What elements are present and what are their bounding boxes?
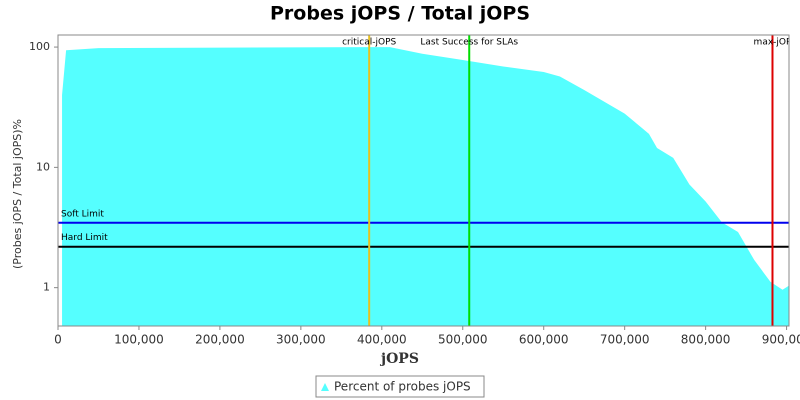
x-marker-label: max-jOP <box>754 38 792 48</box>
legend-label: Percent of probes jOPS <box>334 380 471 394</box>
y-tick-label: 1 <box>43 281 50 294</box>
y-marker-label: Hard Limit <box>61 233 108 243</box>
area <box>62 47 789 326</box>
plot: Soft Limit Hard Limit critical-jOPS Last Su… <box>58 35 792 326</box>
x-tick-label: 200,000 <box>195 333 245 347</box>
x-tick-label: 100,000 <box>114 333 164 347</box>
x-tick-label: 300,000 <box>276 333 326 347</box>
x-tick-label: 500,000 <box>438 333 488 347</box>
legend-box <box>315 375 485 398</box>
chart-title: Probes jOPS / Total jOPS <box>270 3 530 25</box>
y-marker-label: Soft Limit <box>61 209 104 219</box>
x-tick-label: 900,000 <box>762 333 800 347</box>
x-tick-label: 400,000 <box>357 333 407 347</box>
x-tick-label: 800,000 <box>681 333 731 347</box>
x-axis-label: jOPS <box>379 351 419 367</box>
y-axis-label: (Probes jOPS / Total jOPS)% <box>11 119 24 269</box>
y-tick-label: 10 <box>36 160 50 173</box>
x-tick-label: 0 <box>54 333 62 347</box>
legend-marker <box>321 383 329 391</box>
y-tick-label: 100 <box>29 40 50 53</box>
x-tick-label: 600,000 <box>519 333 569 347</box>
plot-border <box>57 34 790 327</box>
x-marker-label: critical-jOPS <box>342 38 396 48</box>
x-tick-label: 700,000 <box>600 333 650 347</box>
x-marker-label: Last Success for SLAs <box>420 38 518 48</box>
